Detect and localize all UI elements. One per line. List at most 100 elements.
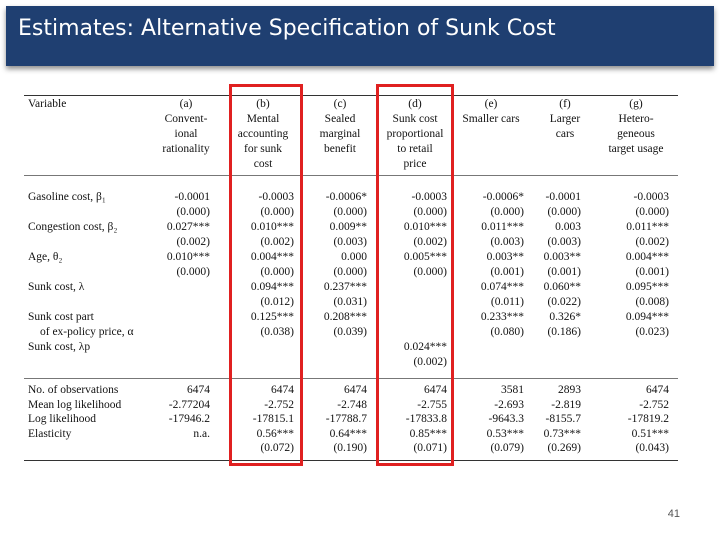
table-cell: (0.003) — [547, 236, 581, 248]
table-cell: -17833.8 — [405, 413, 447, 426]
table-cell: (0.038) — [260, 326, 294, 338]
table-cell: (0.080) — [490, 326, 524, 338]
table-cell: -17946.2 — [168, 413, 210, 426]
table-cell: -0.0003 — [411, 191, 447, 203]
table-cell: (0.003) — [333, 236, 367, 248]
table-cell: (0.002) — [413, 356, 447, 368]
table-cell: (0.031) — [333, 296, 367, 308]
table-cell: (0.002) — [260, 236, 294, 248]
table-cell: 0.53*** — [486, 427, 524, 440]
table-cell: -17788.7 — [325, 413, 367, 426]
table-cell: 3581 — [501, 384, 524, 396]
table-cell: (0.011) — [490, 296, 524, 308]
column-header: cars — [555, 128, 575, 140]
column-header: (d) — [408, 98, 422, 110]
table-cell: 0.010*** — [166, 251, 210, 263]
table-cell: 0.060** — [543, 281, 581, 293]
column-header: rationality — [162, 143, 210, 155]
table-cell: 0.024*** — [403, 341, 447, 353]
table-cell: (0.000) — [333, 266, 367, 278]
table-cell: (0.012) — [260, 296, 294, 308]
table-cell: 0.004*** — [625, 251, 669, 263]
table-cell: 0.56*** — [256, 427, 294, 440]
table-cell: 0.64*** — [329, 427, 367, 440]
column-header: accounting — [237, 128, 289, 140]
table-cell: 0.73*** — [543, 427, 581, 440]
column-header: (e) — [484, 98, 498, 110]
highlight-column-d — [376, 84, 454, 466]
table-cell: 0.85*** — [409, 427, 447, 440]
table-cell: (0.039) — [333, 326, 367, 338]
column-header: ional — [174, 128, 198, 140]
table-cell: (0.008) — [635, 296, 669, 308]
table-cell: (0.000) — [635, 206, 669, 218]
column-header: (c) — [333, 98, 347, 110]
row-label: Mean log likelihood — [28, 398, 122, 411]
column-header: for sunk — [243, 143, 282, 155]
table-cell: 0.003** — [543, 251, 581, 263]
variable-header: Variable — [28, 98, 67, 110]
table-cell: (0.000) — [333, 206, 367, 218]
table-cell: (0.001) — [490, 266, 524, 278]
table-cell: -2.752 — [639, 398, 669, 411]
table-cell: 6474 — [271, 384, 294, 396]
column-header: (b) — [256, 98, 270, 110]
row-label: Congestion cost, β₂ — [28, 221, 118, 233]
table-cell: (0.002) — [413, 236, 447, 248]
table-header-rule — [24, 175, 678, 176]
table-cell: (0.001) — [547, 266, 581, 278]
column-header: Larger — [549, 113, 581, 125]
table-cell: 2893 — [558, 384, 581, 396]
table-cell: -8155.7 — [545, 413, 581, 426]
table-cell: 0.074*** — [480, 281, 524, 293]
table-cell: 0.009** — [329, 221, 367, 233]
table-cell: (0.022) — [547, 296, 581, 308]
table-cell: (0.023) — [635, 326, 669, 338]
row-label: No. of observations — [28, 384, 119, 396]
column-header: cost — [253, 158, 273, 170]
row-label: Age, θ₂ — [28, 251, 63, 263]
table-cell: 0.003 — [555, 221, 581, 233]
column-header: price — [403, 158, 427, 170]
column-header: Sunk cost — [392, 113, 438, 125]
column-header: proportional — [386, 128, 444, 140]
row-label: Gasoline cost, β₁ — [28, 191, 106, 203]
table-cell: -0.0003 — [633, 191, 669, 203]
table-cell: 6474 — [187, 384, 210, 396]
table-cell: 0.326* — [549, 311, 581, 323]
table-cell: n.a. — [193, 427, 210, 440]
row-label: Sunk cost part — [28, 311, 94, 323]
column-header: (g) — [629, 98, 643, 110]
table-cell: (0.043) — [635, 442, 669, 455]
column-header: benefit — [324, 143, 356, 155]
table-cell: (0.071) — [413, 442, 447, 455]
column-header: to retail — [397, 143, 433, 155]
column-header: Mental — [246, 113, 280, 125]
table-cell: -2.693 — [494, 398, 524, 411]
table-cell: 0.010*** — [403, 221, 447, 233]
column-header: Hetero- — [618, 113, 654, 125]
table-cell: -0.0006* — [325, 191, 367, 203]
table-cell: 0.125*** — [250, 311, 294, 323]
row-label: Log likelihood — [28, 413, 97, 426]
table-top-rule — [24, 95, 678, 96]
table-cell: (0.000) — [260, 266, 294, 278]
table-cell: 0.004*** — [250, 251, 294, 263]
table-cell: 6474 — [424, 384, 447, 396]
column-header: Smaller cars — [462, 113, 520, 125]
table-cell: -9643.3 — [488, 413, 524, 426]
column-header: marginal — [319, 128, 361, 140]
table-cell: 0.237*** — [323, 281, 367, 293]
table-cell: -0.0006* — [482, 191, 524, 203]
table-cell: (0.079) — [490, 442, 524, 455]
column-header: (a) — [179, 98, 193, 110]
table-cell: (0.072) — [260, 442, 294, 455]
table-cell: (0.000) — [176, 266, 210, 278]
table-cell: -0.0001 — [545, 191, 581, 203]
row-label: Elasticity — [28, 427, 72, 440]
table-cell: -0.0001 — [174, 191, 210, 203]
column-header: Sealed — [324, 113, 356, 125]
table-cell: 0.000 — [341, 251, 367, 263]
table-cell: -17819.2 — [627, 413, 669, 426]
table-cell: -2.748 — [337, 398, 367, 411]
